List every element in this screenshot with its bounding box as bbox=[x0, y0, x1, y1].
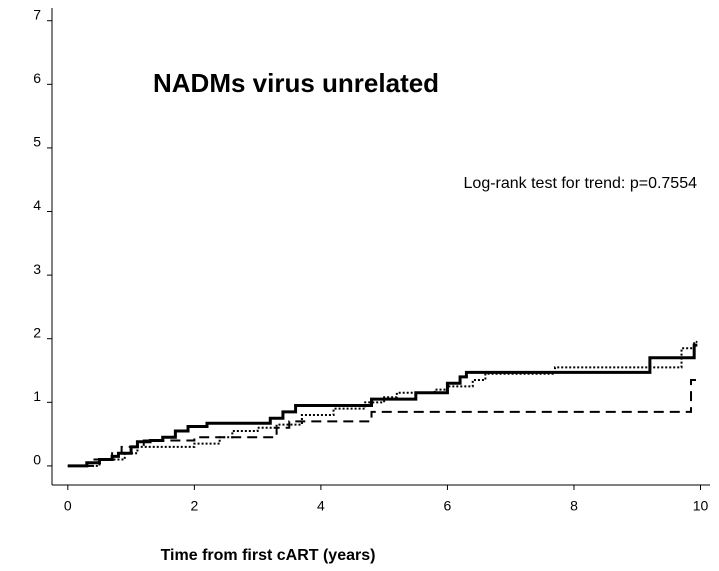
x-tick-label: 4 bbox=[317, 498, 325, 514]
x-tick-label: 0 bbox=[64, 498, 72, 514]
x-tick-label: 6 bbox=[444, 498, 452, 514]
series-line bbox=[67, 340, 698, 467]
y-tick-label: 3 bbox=[33, 261, 41, 277]
x-tick-label: 10 bbox=[693, 498, 709, 514]
y-tick-label: 6 bbox=[33, 70, 41, 86]
y-tick-label: 2 bbox=[33, 324, 41, 340]
y-tick-label: 1 bbox=[33, 388, 41, 404]
y-tick-label: 5 bbox=[33, 134, 41, 150]
x-axis-label: Time from first cART (years) bbox=[161, 547, 376, 564]
y-tick-label: 7 bbox=[33, 6, 41, 22]
y-tick-label: 0 bbox=[33, 452, 41, 468]
annotation: Log-rank test for trend: p=0.7554 bbox=[464, 175, 698, 192]
series-line bbox=[67, 379, 698, 467]
x-tick-label: 8 bbox=[570, 498, 578, 514]
series-line bbox=[67, 343, 698, 468]
y-tick-label: 4 bbox=[33, 197, 41, 213]
x-tick-label: 2 bbox=[190, 498, 198, 514]
chart-title: NADMs virus unrelated bbox=[153, 68, 439, 98]
